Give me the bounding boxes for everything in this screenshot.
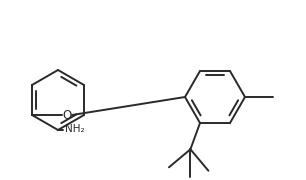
Text: O: O	[62, 109, 72, 122]
Text: NH₂: NH₂	[65, 124, 85, 134]
